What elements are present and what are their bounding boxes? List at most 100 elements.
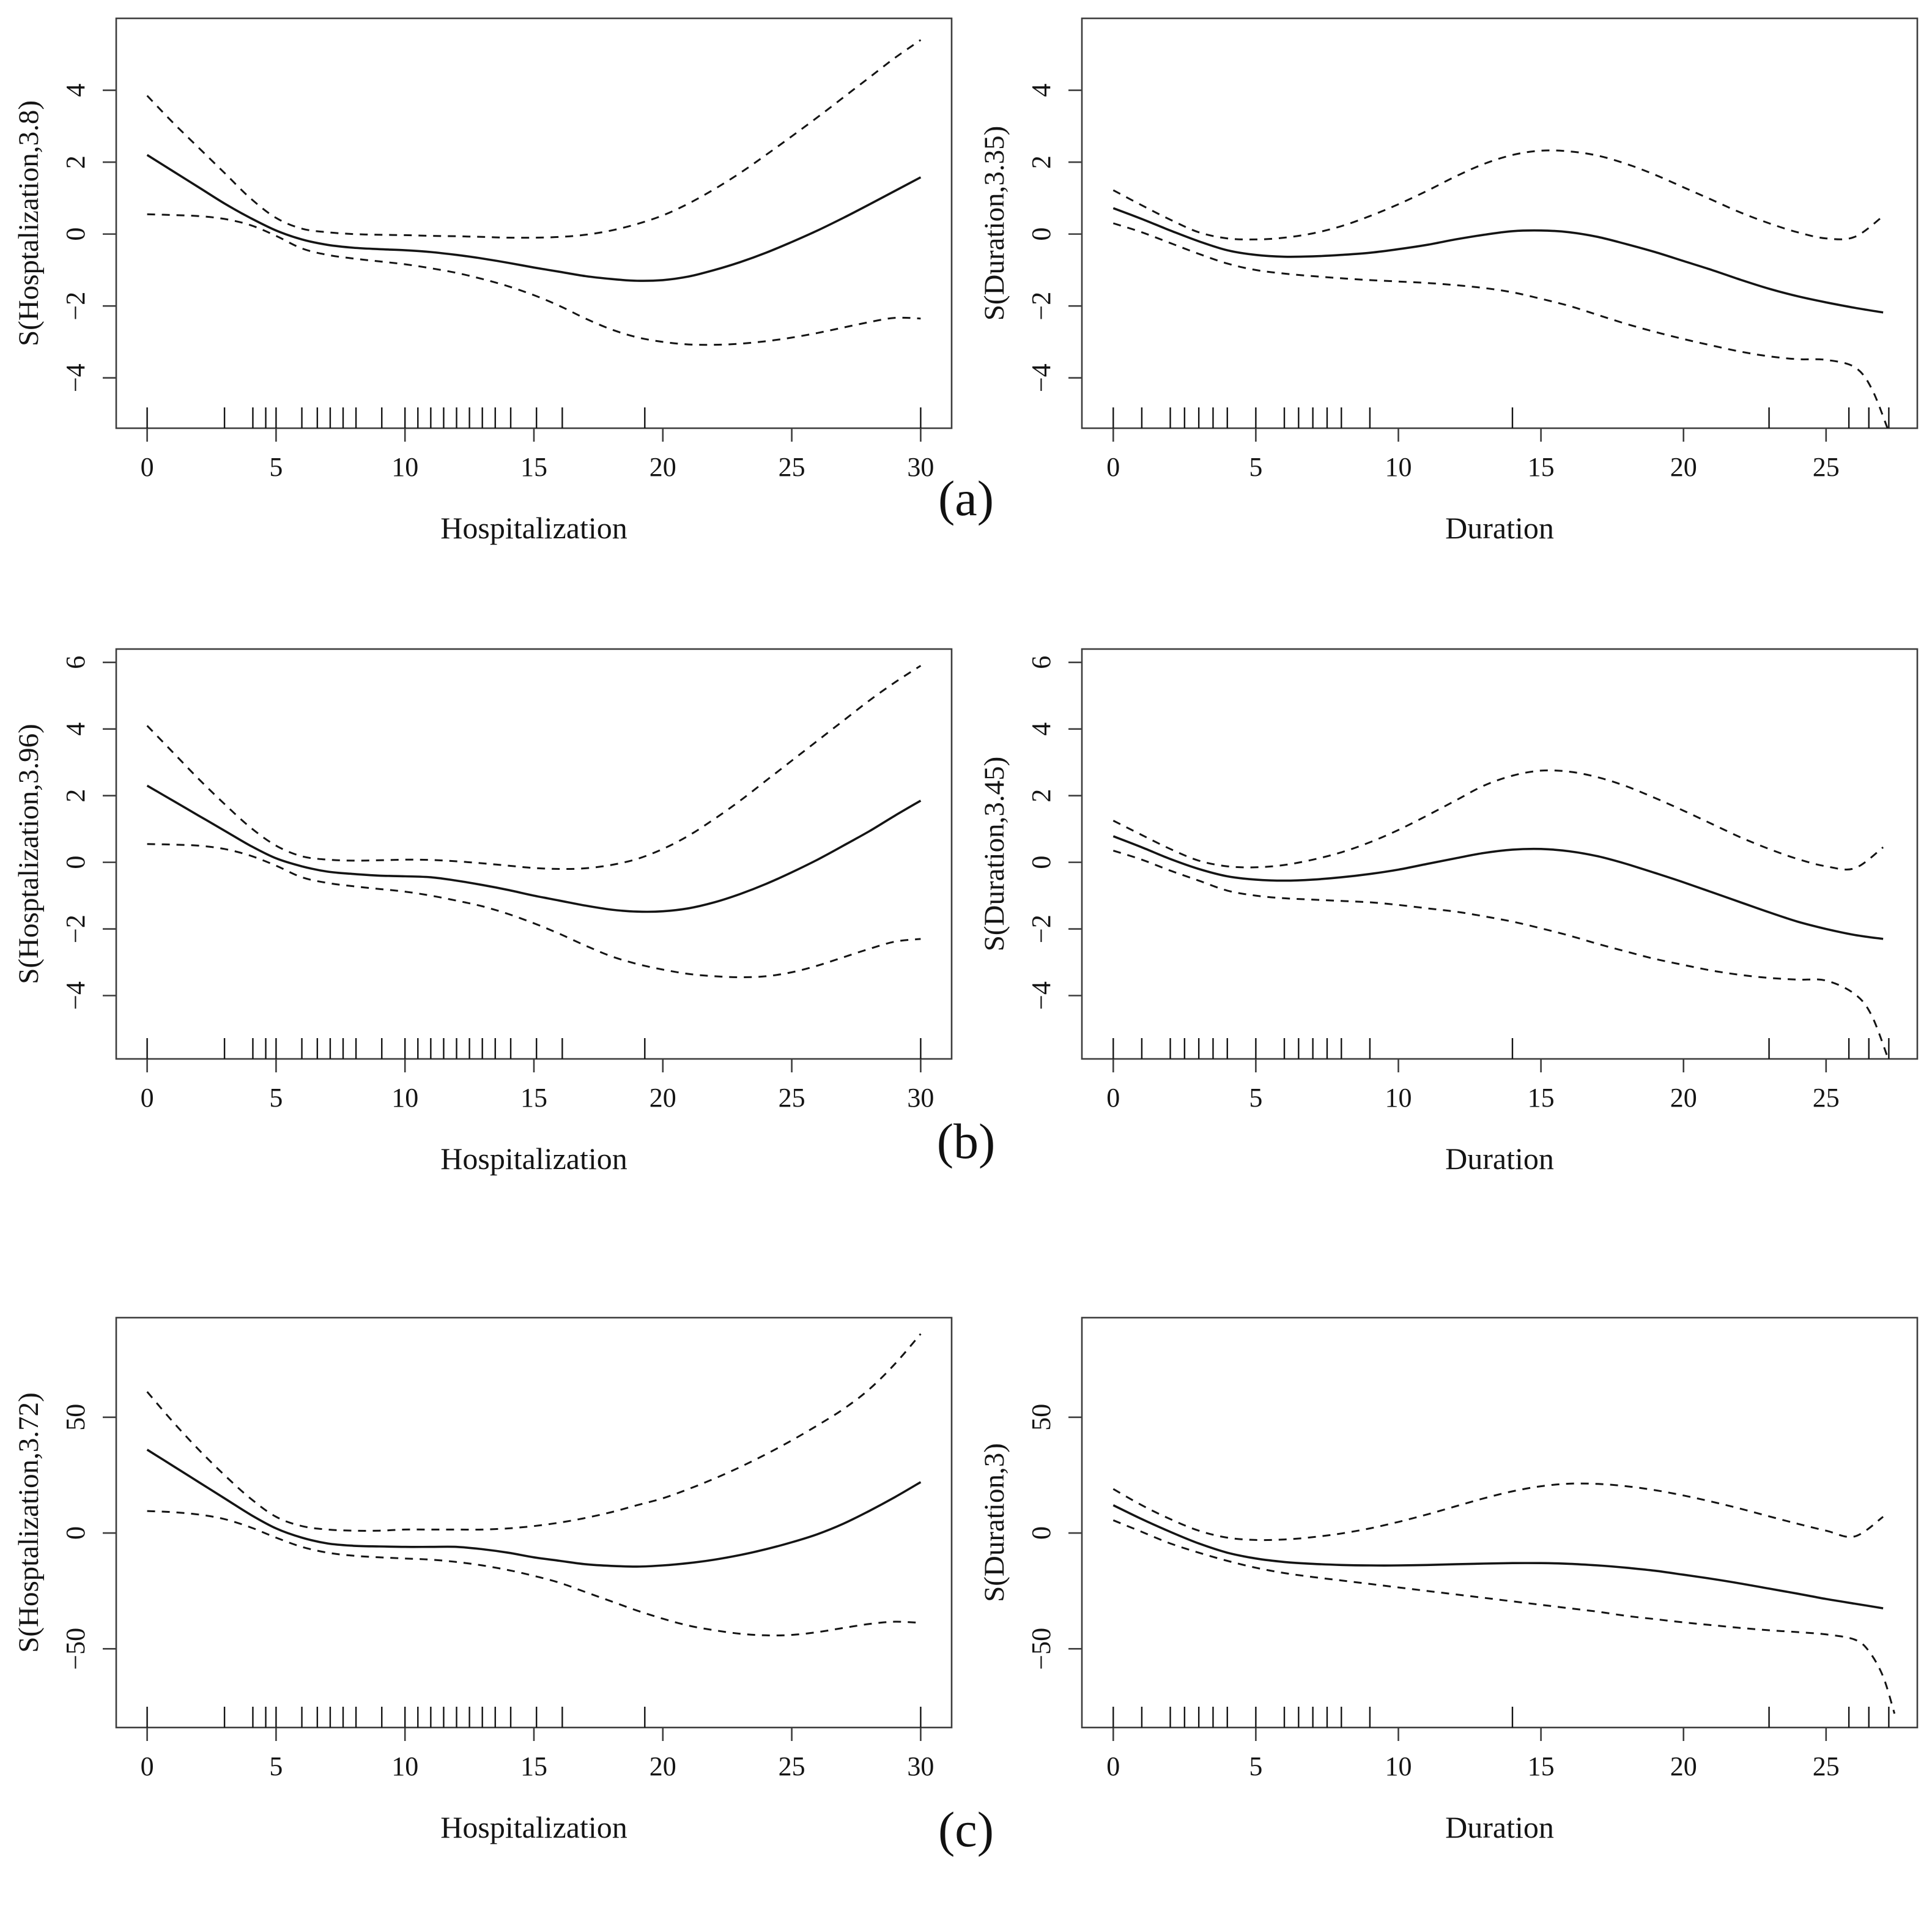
y-tick-label: −4: [1026, 363, 1056, 392]
y-tick-label: −4: [61, 981, 91, 1010]
upper-95ci-line: [1112, 149, 1884, 240]
x-tick-label: 30: [907, 1083, 934, 1113]
panel-letter-b: (b): [936, 1113, 996, 1169]
y-tick-label: 0: [1026, 1526, 1056, 1540]
y-tick-label: −50: [1026, 1628, 1056, 1670]
plot-duration-c: 0 5 10 15 20 25 −50 0 50 S(Duration,3) Duration: [979, 1316, 1919, 1844]
x-tick-label: 10: [391, 1751, 418, 1781]
y-axis-label: S(Hosptalization,3.8): [13, 100, 45, 346]
x-tick-label: 10: [1385, 1083, 1412, 1113]
upper-95ci-line: [146, 664, 922, 870]
y-tick-label: 50: [61, 1404, 91, 1431]
y-tick-label: −2: [1026, 915, 1056, 943]
x-tick-label: 0: [1106, 1751, 1120, 1781]
x-tick-label: 20: [650, 452, 676, 482]
x-tick-label: 25: [779, 1083, 805, 1113]
x-axis-label: Duration: [1445, 511, 1554, 545]
x-tick-label: 15: [520, 1083, 547, 1113]
y-tick-label: 4: [61, 84, 91, 97]
x-tick-label: 30: [907, 1751, 934, 1781]
smooth-fit-line: [146, 154, 922, 282]
panel-letter-c: (c): [938, 1802, 994, 1857]
upper-95ci-line: [146, 39, 922, 239]
y-tick-label: 2: [1026, 155, 1056, 169]
lower-95ci-line: [1112, 1519, 1896, 1714]
rug-marks: [1112, 1707, 1890, 1728]
smooth-fit-line: [1112, 1504, 1884, 1609]
x-tick-label: 20: [1670, 1083, 1697, 1113]
curves: [1112, 1482, 1896, 1714]
x-axis-label: Hospitalization: [440, 1810, 627, 1844]
lower-95ci-line: [147, 213, 921, 346]
x-axis-label: Hospitalization: [440, 1141, 627, 1176]
y-tick-label: 0: [1026, 856, 1056, 869]
lower-95ci-line: [147, 843, 921, 979]
plot-box: [1081, 648, 1919, 1060]
x-tick-label: 20: [1670, 1751, 1697, 1781]
figure-row-c: 0 5 10 15 20 25 30 −50 0 50 S(Hosptalization,3.72)…: [0, 1261, 1932, 1892]
plot-box: [1081, 17, 1919, 429]
figure-row-a: 0 5 10 15 20 25 30 −4 −2 0 2 4 S(Hosptalization,3.8)…: [0, 0, 1932, 631]
curves: [146, 1333, 922, 1636]
y-tick-label: −2: [61, 292, 91, 321]
x-tick-label: 30: [907, 452, 934, 482]
x-tick-label: 20: [650, 1083, 676, 1113]
y-axis-label: S(Duration,3.45): [979, 757, 1010, 952]
y-tick-label: −2: [61, 915, 91, 943]
y-tick-label: −50: [61, 1628, 91, 1670]
x-tick-label: 25: [1813, 452, 1840, 482]
x-tick-label: 15: [520, 452, 547, 482]
y-tick-label: 4: [1026, 722, 1056, 736]
x-tick-label: 5: [1249, 1751, 1262, 1781]
x-axis-label: Hospitalization: [440, 511, 627, 545]
rug-marks: [146, 1707, 922, 1728]
x-tick-label: 5: [1249, 1083, 1262, 1113]
panel-letter-a: (a): [938, 470, 994, 526]
x-tick-label: 5: [269, 1751, 283, 1781]
y-tick-label: 2: [61, 789, 91, 803]
y-tick-label: 50: [1026, 1404, 1056, 1431]
x-tick-label: 15: [520, 1751, 547, 1781]
figure-row-b: 0 5 10 15 20 25 30 −4 −2 0 2 4 6 S(Hosptalization,3.9…: [0, 631, 1932, 1261]
x-tick-label: 0: [141, 452, 154, 482]
x-tick-label: 25: [1813, 1083, 1840, 1113]
x-tick-label: 0: [1106, 1083, 1120, 1113]
x-tick-label: 10: [391, 1083, 418, 1113]
curves: [146, 664, 922, 979]
y-axis-label: S(Duration,3): [979, 1443, 1010, 1602]
plot-box: [115, 1316, 953, 1729]
y-tick-label: 4: [61, 722, 91, 736]
y-tick-label: 6: [61, 656, 91, 669]
x-tick-label: 0: [1106, 452, 1120, 482]
y-tick-label: −4: [61, 363, 91, 392]
smooth-fit-line: [1112, 835, 1884, 940]
rug-marks: [146, 1038, 922, 1059]
rug-marks: [1112, 407, 1890, 428]
rug-marks: [1112, 1038, 1890, 1059]
x-tick-label: 5: [269, 1083, 283, 1113]
lower-95ci-line: [1112, 850, 1890, 1059]
x-tick-label: 0: [141, 1751, 154, 1781]
y-tick-label: −2: [1026, 292, 1056, 321]
x-tick-label: 15: [1528, 452, 1555, 482]
x-tick-label: 25: [779, 1751, 805, 1781]
x-tick-label: 25: [1813, 1751, 1840, 1781]
x-tick-label: 10: [391, 452, 418, 482]
x-tick-label: 15: [1528, 1083, 1555, 1113]
plot-duration-a: 0 5 10 15 20 25 −4 −2 0 2 4 S(Duration,3.35) Duratio…: [979, 17, 1919, 545]
curves: [146, 39, 922, 346]
smooth-fit-line: [146, 1449, 922, 1568]
x-tick-label: 20: [650, 1751, 676, 1781]
smooth-fit-line: [146, 784, 922, 913]
rug-marks: [146, 407, 922, 428]
y-tick-label: 0: [61, 228, 91, 241]
y-tick-label: 0: [61, 856, 91, 869]
x-tick-label: 15: [1528, 1751, 1555, 1781]
y-tick-label: 0: [1026, 228, 1056, 241]
x-tick-label: 25: [779, 452, 805, 482]
curves: [1112, 769, 1890, 1059]
smooth-fit-line: [1112, 207, 1884, 314]
y-axis-label: S(Duration,3.35): [979, 126, 1010, 321]
plot-hospitalization-b: 0 5 10 15 20 25 30 −4 −2 0 2 4 6 S(Hosptalization,3.9…: [13, 648, 953, 1176]
